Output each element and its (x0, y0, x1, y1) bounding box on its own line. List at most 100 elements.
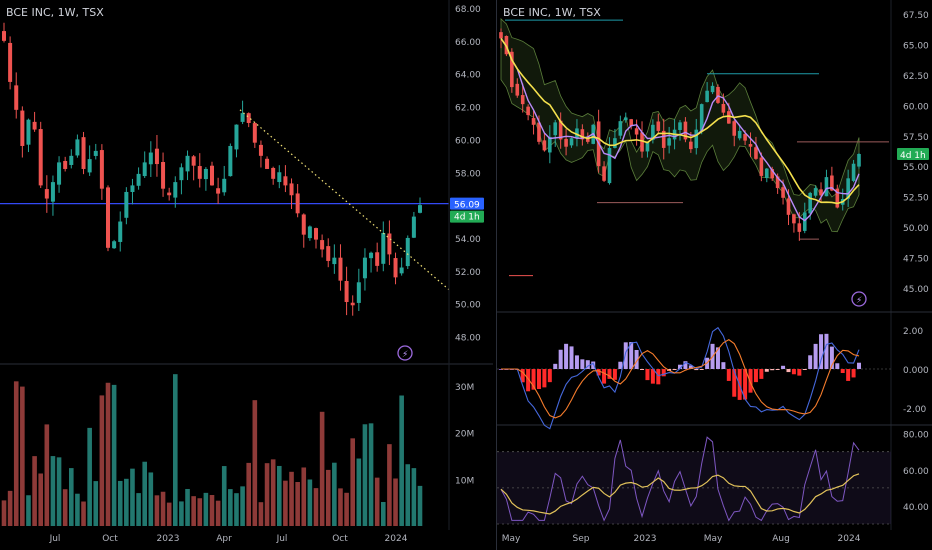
candle-body (314, 228, 318, 240)
candle-body (759, 157, 764, 176)
volume-bar (283, 480, 288, 526)
candle-body (667, 138, 671, 146)
macd-histogram-bar (824, 333, 829, 369)
macd-histogram-bar (612, 369, 617, 380)
volume-bar (124, 478, 129, 526)
left-chart-panel[interactable]: 68.0066.0064.0062.0060.0058.0056.0054.00… (0, 0, 493, 550)
macd-histogram-bar (732, 369, 737, 397)
right-chart-svg[interactable]: 67.50 65.00 62.50 60.00 57.50 55.00 52.50 50.00… (497, 0, 932, 550)
candle-body (252, 123, 257, 143)
volume-bar (203, 492, 209, 526)
price-tick-label: 66.00 (455, 38, 481, 48)
x-axis-label: Sep (573, 534, 590, 544)
volume-bar (246, 462, 252, 526)
volume-bar (111, 384, 117, 526)
candle-body (510, 51, 514, 88)
macd-signal-line (501, 339, 860, 419)
candle-body (393, 258, 398, 278)
left-chart-svg[interactable]: 68.0066.0064.0062.0060.0058.0056.0054.00… (0, 0, 493, 550)
candle-body (210, 165, 214, 186)
volume-bar (185, 488, 190, 526)
candle-body (216, 188, 221, 194)
macd-histogram-bar (851, 369, 856, 378)
candle-body (191, 156, 196, 166)
price-tick-label: 50.00 (903, 224, 929, 234)
macd-histogram-bar (569, 346, 574, 369)
x-axis-label: Oct (332, 534, 348, 544)
macd-histogram-bar (715, 347, 720, 369)
volume-bar (142, 461, 148, 526)
candle-body (289, 183, 294, 196)
candle-body (748, 144, 753, 147)
candle-body (819, 189, 823, 196)
volume-bar (350, 438, 356, 526)
volume-bar (117, 480, 123, 526)
volume-bar (44, 424, 50, 526)
candle-body (44, 189, 49, 199)
candle-body (558, 120, 563, 140)
candle-body (338, 257, 343, 281)
macd-histogram-bar (602, 369, 607, 384)
candle-body (356, 282, 361, 303)
x-axis-label: 2024 (838, 534, 861, 544)
volume-bar (362, 424, 368, 526)
x-axis-label: 2023 (157, 534, 180, 544)
macd-histogram-bar (781, 365, 786, 369)
volume-bar (276, 465, 282, 526)
volume-bar (289, 471, 294, 526)
price-tick-label: 54.00 (455, 235, 481, 245)
candle-body (857, 154, 861, 167)
volume-bar (411, 468, 417, 526)
candle-body (154, 148, 159, 165)
candle-body (835, 188, 840, 208)
macd-histogram-bar (678, 364, 682, 369)
macd-histogram-bar (640, 369, 645, 370)
candle-body (564, 138, 568, 147)
candle-body (344, 280, 349, 303)
candle-body (142, 162, 147, 177)
volume-bar (7, 490, 13, 526)
bolt-icon (851, 291, 867, 307)
macd-histogram-bar (591, 361, 596, 369)
candle-body (743, 133, 747, 141)
volume-bar (313, 488, 319, 526)
candle-body (63, 160, 68, 169)
candle-body (26, 119, 31, 145)
candle-body (602, 166, 606, 181)
x-axis-label: May (704, 534, 723, 544)
candle-body (699, 104, 704, 131)
macd-histogram-bar (748, 369, 753, 393)
candle-body (136, 173, 141, 186)
candle-body (792, 214, 796, 224)
volume-bar (68, 468, 74, 526)
candle-body (531, 118, 536, 125)
candle-body (246, 113, 251, 123)
candle-body (387, 233, 392, 255)
volume-bar (166, 502, 172, 526)
macd-histogram-bar (846, 369, 851, 381)
candle-body (362, 257, 367, 279)
x-axis-label: 2024 (385, 534, 408, 544)
macd-histogram-bar (802, 369, 807, 370)
volume-tick-label: 10M (455, 476, 474, 486)
price-tick-label: 58.00 (455, 169, 481, 179)
candle-body (716, 86, 720, 103)
price-tick-label: 68.00 (455, 5, 481, 15)
candle-body (258, 144, 263, 156)
candle-body (775, 176, 780, 189)
price-tick-label: 67.50 (903, 11, 929, 21)
volume-bar (1, 500, 7, 526)
volume-bar (136, 493, 141, 526)
macd-histogram-bar (542, 369, 547, 388)
right-chart-panel[interactable]: 67.50 65.00 62.50 60.00 57.50 55.00 52.50 50.00… (496, 0, 932, 550)
macd-histogram-bar (645, 369, 650, 381)
volume-bar (38, 473, 44, 526)
price-tick-label: 60.00 (455, 136, 481, 146)
candle-body (846, 178, 850, 199)
candle-body (575, 128, 579, 139)
macd-histogram-bar (607, 369, 612, 379)
volume-bar (356, 458, 362, 526)
candle-body (307, 226, 312, 239)
macd-histogram-bar (618, 361, 623, 369)
volume-bar (148, 472, 154, 526)
